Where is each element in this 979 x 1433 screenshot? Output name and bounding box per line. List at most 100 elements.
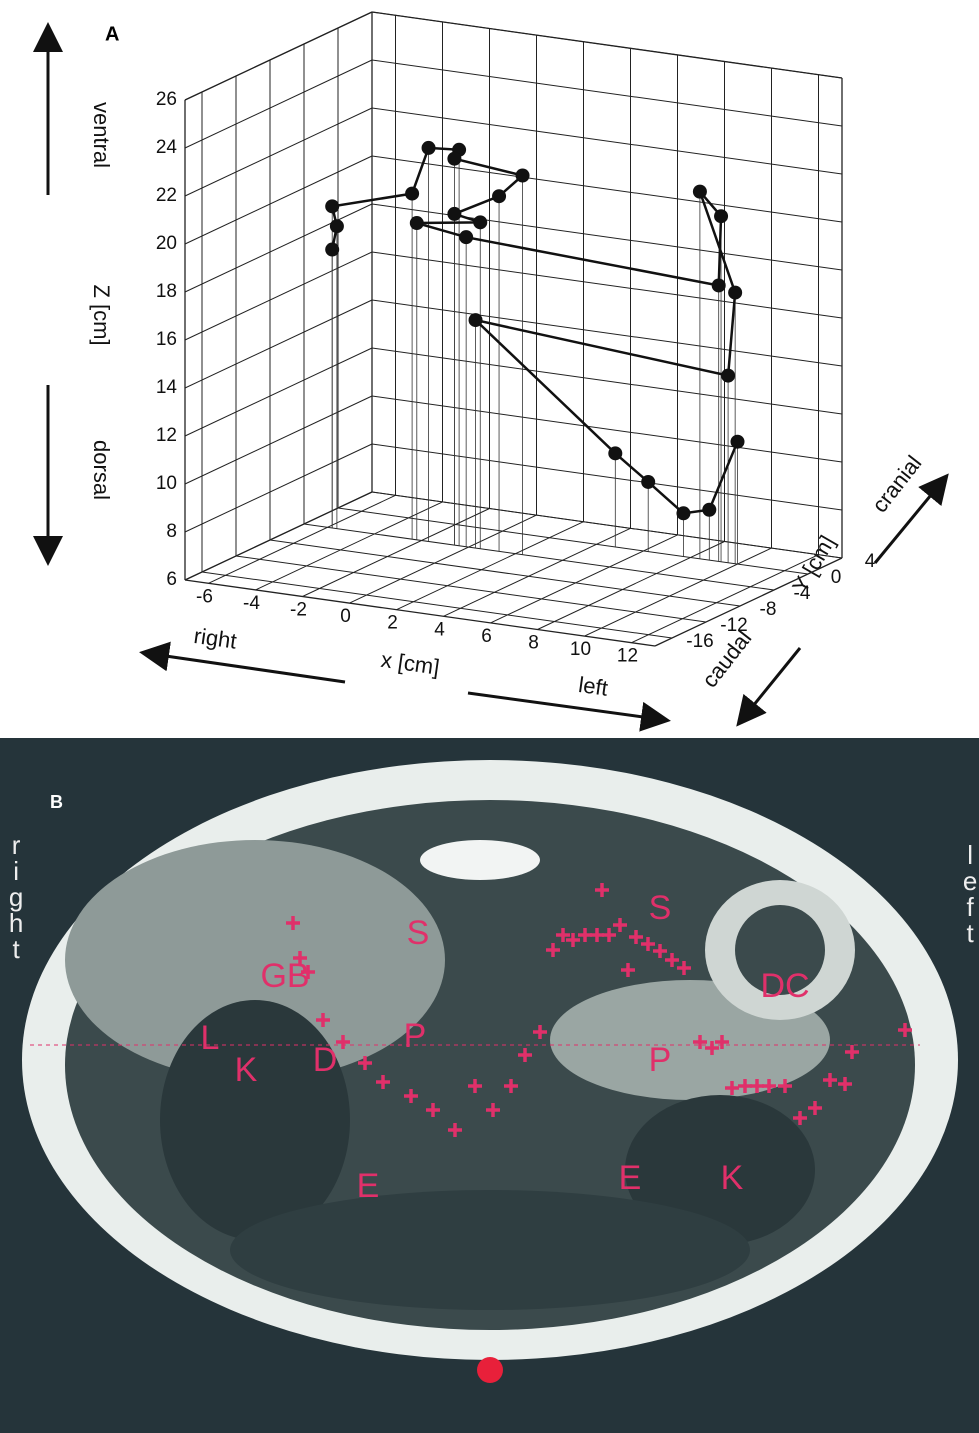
grid-line bbox=[184, 491, 373, 581]
point bbox=[325, 199, 340, 214]
y-tick-label: -16 bbox=[686, 631, 713, 652]
marker-cross bbox=[762, 1079, 776, 1093]
y-tick-label: -12 bbox=[720, 615, 747, 636]
z-tick-label: 26 bbox=[156, 89, 177, 110]
point bbox=[459, 230, 474, 245]
direction-label: dorsal bbox=[89, 440, 114, 500]
grid-line bbox=[302, 508, 490, 597]
marker-cross bbox=[808, 1101, 822, 1115]
direction-label: left bbox=[577, 672, 610, 701]
z-tick-label: 8 bbox=[166, 521, 177, 542]
direction-label: cranial bbox=[867, 451, 927, 517]
panel-label: B bbox=[50, 792, 63, 812]
marker-cross bbox=[518, 1048, 532, 1062]
grid-line bbox=[269, 539, 741, 607]
marker-cross bbox=[556, 928, 570, 942]
point bbox=[714, 209, 729, 224]
z-tick-label: 18 bbox=[156, 281, 177, 302]
marker-cross bbox=[602, 928, 616, 942]
z-tick-label: 12 bbox=[156, 425, 177, 446]
marker-cross bbox=[778, 1079, 792, 1093]
marker-cross bbox=[793, 1111, 807, 1125]
side-label: right bbox=[1, 830, 31, 960]
grid-line bbox=[184, 347, 373, 437]
z-tick-label: 22 bbox=[156, 185, 177, 206]
trajectory bbox=[330, 146, 739, 515]
point bbox=[447, 206, 462, 221]
marker-cross bbox=[293, 951, 307, 965]
marker-cross bbox=[546, 943, 560, 957]
marker-cross bbox=[426, 1103, 440, 1117]
marker-cross bbox=[566, 933, 580, 947]
marker-cross bbox=[486, 1103, 500, 1117]
marker-cross bbox=[845, 1045, 859, 1059]
side-label: left bbox=[955, 840, 979, 944]
point bbox=[692, 184, 707, 199]
grid-line bbox=[184, 203, 373, 293]
grid-line bbox=[371, 443, 843, 511]
marker-cross bbox=[376, 1075, 390, 1089]
z-tick-label: 20 bbox=[156, 233, 177, 254]
point bbox=[711, 278, 726, 293]
organ-label: K bbox=[235, 1051, 258, 1089]
grid-line bbox=[255, 501, 443, 591]
marker-cross bbox=[578, 928, 592, 942]
point bbox=[676, 506, 691, 521]
marker-cross bbox=[898, 1023, 912, 1037]
marker-cross bbox=[665, 953, 679, 967]
marker-cross bbox=[653, 944, 667, 958]
organ-label: P bbox=[404, 1017, 427, 1055]
x-tick-label: 8 bbox=[528, 633, 539, 654]
marker-cross bbox=[677, 961, 691, 975]
marker-cross bbox=[725, 1081, 739, 1095]
z-tick-label: 16 bbox=[156, 329, 177, 350]
panel-label: A bbox=[105, 23, 119, 45]
grid-line bbox=[396, 521, 584, 611]
organ-label: E bbox=[357, 1167, 380, 1205]
x-tick-label: -6 bbox=[196, 586, 213, 607]
point bbox=[492, 189, 507, 204]
grid-line bbox=[371, 299, 843, 367]
marker-cross bbox=[629, 930, 643, 944]
grid-line bbox=[349, 514, 537, 604]
point bbox=[515, 168, 530, 183]
x-tick-label: 0 bbox=[340, 606, 351, 627]
axis-edge bbox=[184, 579, 656, 647]
marker-cross bbox=[823, 1073, 837, 1087]
z-tick-label: 14 bbox=[156, 377, 178, 398]
grid-line bbox=[371, 395, 843, 463]
grid-line bbox=[371, 59, 843, 127]
grid-line bbox=[337, 507, 809, 575]
y-tick-label: -4 bbox=[794, 583, 811, 604]
x-tick-label: 4 bbox=[434, 619, 445, 640]
x-tick-label: 10 bbox=[570, 639, 591, 660]
grid-line bbox=[235, 555, 707, 623]
marker-cross bbox=[301, 965, 315, 979]
organ-label: GB bbox=[260, 957, 309, 995]
x-tick-label: -2 bbox=[290, 600, 307, 621]
point bbox=[473, 215, 488, 230]
plot-3d: -6 -4 -2 0 2 4 6 8 10 12-16-12-8-4046810121416182… bbox=[156, 11, 876, 667]
z-tick-label: 24 bbox=[156, 137, 178, 158]
grid-line bbox=[584, 547, 772, 637]
organ-label: S bbox=[407, 914, 430, 952]
organ-label: D bbox=[313, 1041, 338, 1079]
grid-line bbox=[184, 299, 373, 389]
z-axis-label: Z [cm] bbox=[89, 284, 114, 345]
point bbox=[721, 368, 736, 383]
grid-line bbox=[184, 395, 373, 485]
marker-cross bbox=[590, 928, 604, 942]
organ-label: S bbox=[649, 889, 672, 927]
point bbox=[641, 474, 656, 489]
z-tick-label: 6 bbox=[166, 569, 177, 590]
marker-cross bbox=[750, 1079, 764, 1093]
point bbox=[702, 502, 717, 517]
y-tick-label: 4 bbox=[865, 551, 876, 572]
grid-line bbox=[371, 347, 843, 415]
grid-line bbox=[303, 523, 775, 591]
point bbox=[421, 140, 436, 155]
marker-cross bbox=[715, 1035, 729, 1049]
mri-annotations: S S GB L P P D DC K K E E bbox=[30, 883, 920, 1205]
point bbox=[409, 216, 424, 231]
